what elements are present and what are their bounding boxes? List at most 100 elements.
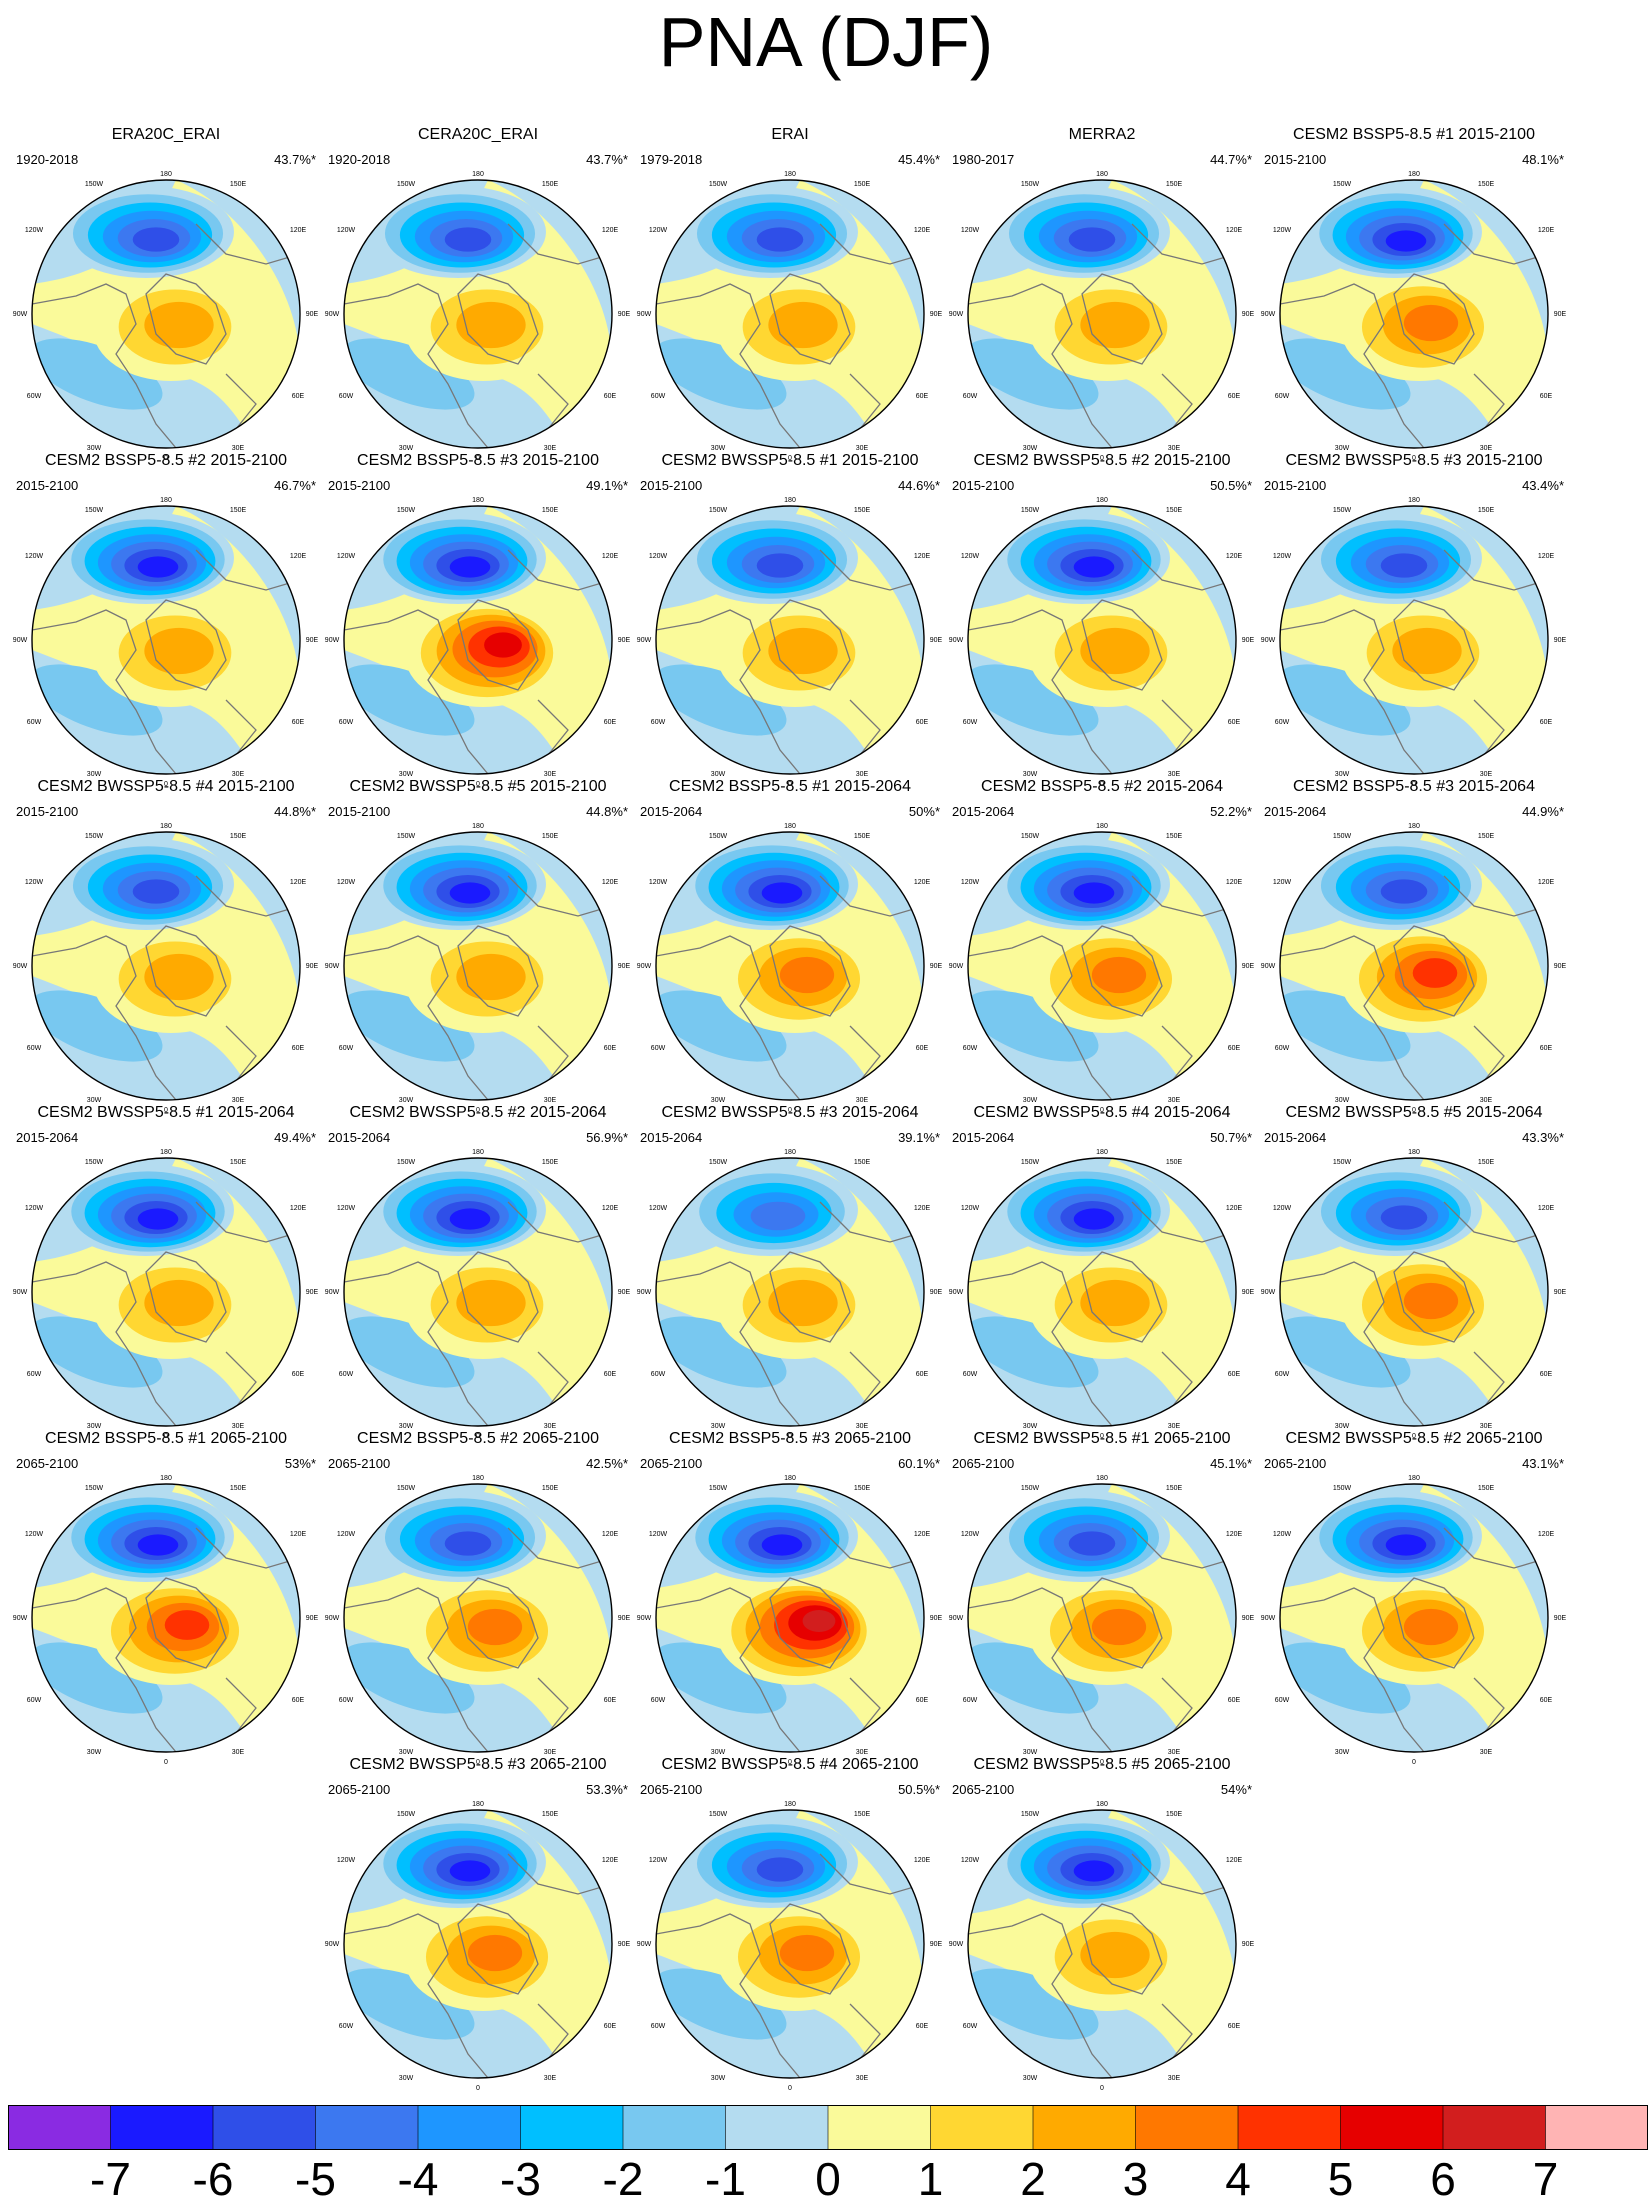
longitude-label: 120W: [649, 553, 668, 560]
map-field: [32, 1484, 300, 1752]
trough-contour: [756, 553, 804, 578]
longitude-label: 120W: [337, 1531, 356, 1538]
colorbar-tick-label: 1: [917, 2153, 944, 2205]
greenland-coast: [1393, 1577, 1475, 1669]
map-field: [32, 1158, 300, 1426]
trough-contour: [1073, 556, 1115, 578]
longitude-label: 60E: [916, 1697, 929, 1704]
panel-variance: 44.8%*: [274, 804, 316, 819]
longitude-label: 150E: [1166, 833, 1183, 840]
longitude-label: 120W: [649, 227, 668, 234]
coastline: [507, 1527, 612, 1569]
trough-contour: [137, 556, 179, 578]
longitude-label: 180: [160, 1475, 172, 1482]
longitude-label: 30W: [1335, 445, 1350, 452]
colorbar-swatch: [725, 2105, 828, 2150]
longitude-label: 90W: [637, 1289, 652, 1296]
longitude-label: 150E: [1478, 833, 1495, 840]
coastline: [819, 1201, 924, 1243]
map-panel: CESM2 BWSSP5-8.5 #5 2015-2064 2015-2064 43…: [1258, 1104, 1570, 1440]
negative-band: [968, 1642, 1099, 1714]
longitude-label: 90W: [325, 637, 340, 644]
panel-period: 2015-2100: [1264, 478, 1327, 493]
map-field: [968, 1810, 1236, 2078]
negative-band: [968, 1968, 1099, 2040]
longitude-label: 120E: [290, 1531, 307, 1538]
map-field: [344, 1484, 612, 1752]
map-boundary: [1279, 831, 1549, 1101]
panel-period: 2015-2064: [1264, 804, 1327, 819]
negative-band: [344, 664, 475, 736]
polar-map: 180 150W 150E 120W 120E 90W 90E 60W 60E 30W 30E 0: [325, 171, 631, 462]
longitude-label: 60E: [1540, 1697, 1553, 1704]
panel-title: CESM2 BWSSP5-8.5 #1 2015-2064: [37, 1104, 295, 1121]
longitude-label: 30E: [232, 771, 245, 778]
polar-map: 180 150W 150E 120W 120E 90W 90E 60W 60E 30W 30E 0: [637, 171, 943, 462]
greenland-coast: [1393, 599, 1475, 691]
panel-variance: 48.1%*: [1522, 152, 1564, 167]
longitude-label: 30E: [856, 2075, 869, 2082]
longitude-label: 120E: [1538, 1205, 1555, 1212]
longitude-label: 150W: [1333, 833, 1352, 840]
longitude-label: 90W: [949, 1289, 964, 1296]
longitude-label: 60E: [292, 1371, 305, 1378]
polar-map: 180 150W 150E 120W 120E 90W 90E 60W 60E 30W 30E 0: [637, 1475, 943, 1766]
negative-band: [656, 1968, 787, 2040]
coastline: [507, 1201, 612, 1243]
ridge-contour: [1412, 958, 1458, 988]
longitude-label: 120W: [961, 879, 980, 886]
panel-period: 2015-2064: [640, 1130, 703, 1145]
colorbar-tick-label: 4: [1225, 2153, 1251, 2205]
greenland-coast: [1081, 273, 1163, 365]
colorbar-swatch: [1135, 2105, 1238, 2150]
longitude-label: 30W: [399, 2075, 414, 2082]
longitude-label: 120E: [1226, 1857, 1243, 1864]
greenland-coast: [1081, 1903, 1163, 1995]
longitude-label: 180: [160, 823, 172, 830]
longitude-label: 60E: [604, 1371, 617, 1378]
longitude-label: 90W: [637, 1941, 652, 1948]
negative-band: [32, 664, 163, 736]
map-panel: CESM2 BWSSP5-8.5 #3 2065-2100 2065-2100 53…: [322, 1756, 634, 2092]
longitude-label: 120W: [649, 1857, 668, 1864]
longitude-label: 30W: [87, 771, 102, 778]
longitude-label: 120W: [961, 227, 980, 234]
greenland-coast: [457, 1903, 539, 1995]
panel-period: 2065-2100: [16, 1456, 79, 1471]
longitude-label: 120E: [1226, 879, 1243, 886]
longitude-label: 120E: [602, 1531, 619, 1538]
longitude-label: 90E: [930, 1289, 943, 1296]
polar-map: 180 150W 150E 120W 120E 90W 90E 60W 60E 30W 30E 0: [637, 1801, 943, 2092]
longitude-label: 180: [472, 171, 484, 178]
panel-variance: 50.5%*: [898, 1782, 940, 1797]
panel-variance: 50.5%*: [1210, 478, 1252, 493]
longitude-label: 150W: [1021, 1811, 1040, 1818]
greenland-coast: [769, 1251, 851, 1343]
polar-map: 180 150W 150E 120W 120E 90W 90E 60W 60E 30W 30E 0: [949, 1149, 1255, 1440]
panel-title: CESM2 BSSP5-8.5 #1 2015-2064: [669, 778, 911, 795]
longitude-label: 0: [164, 1107, 168, 1114]
longitude-label: 0: [788, 455, 792, 462]
longitude-label: 30E: [232, 1423, 245, 1430]
panel-variance: 43.3%*: [1522, 1130, 1564, 1145]
negative-band: [32, 1316, 163, 1388]
polar-map: 180 150W 150E 120W 120E 90W 90E 60W 60E 30W 30E 0: [325, 497, 631, 788]
panel-variance: 53.3%*: [586, 1782, 628, 1797]
coastline: [344, 1913, 489, 2078]
panel-title: CESM2 BSSP5-8.5 #2 2065-2100: [357, 1430, 599, 1447]
colorbar-swatch: [1238, 2105, 1341, 2150]
polar-map: 180 150W 150E 120W 120E 90W 90E 60W 60E 30W 30E 0: [637, 823, 943, 1114]
longitude-label: 120W: [25, 879, 44, 886]
map-boundary: [967, 831, 1237, 1101]
longitude-label: 30E: [1168, 2075, 1181, 2082]
longitude-label: 60W: [339, 2023, 354, 2030]
panel-variance: 43.4%*: [1522, 478, 1564, 493]
longitude-label: 30W: [399, 445, 414, 452]
longitude-label: 90W: [637, 311, 652, 318]
negative-band: [1280, 1316, 1411, 1388]
longitude-label: 60E: [916, 1045, 929, 1052]
panel-title: CESM2 BWSSP5-8.5 #4 2015-2064: [973, 1104, 1231, 1121]
coastline: [1443, 549, 1548, 591]
trough-contour: [1380, 879, 1428, 904]
greenland-coast: [145, 599, 227, 691]
